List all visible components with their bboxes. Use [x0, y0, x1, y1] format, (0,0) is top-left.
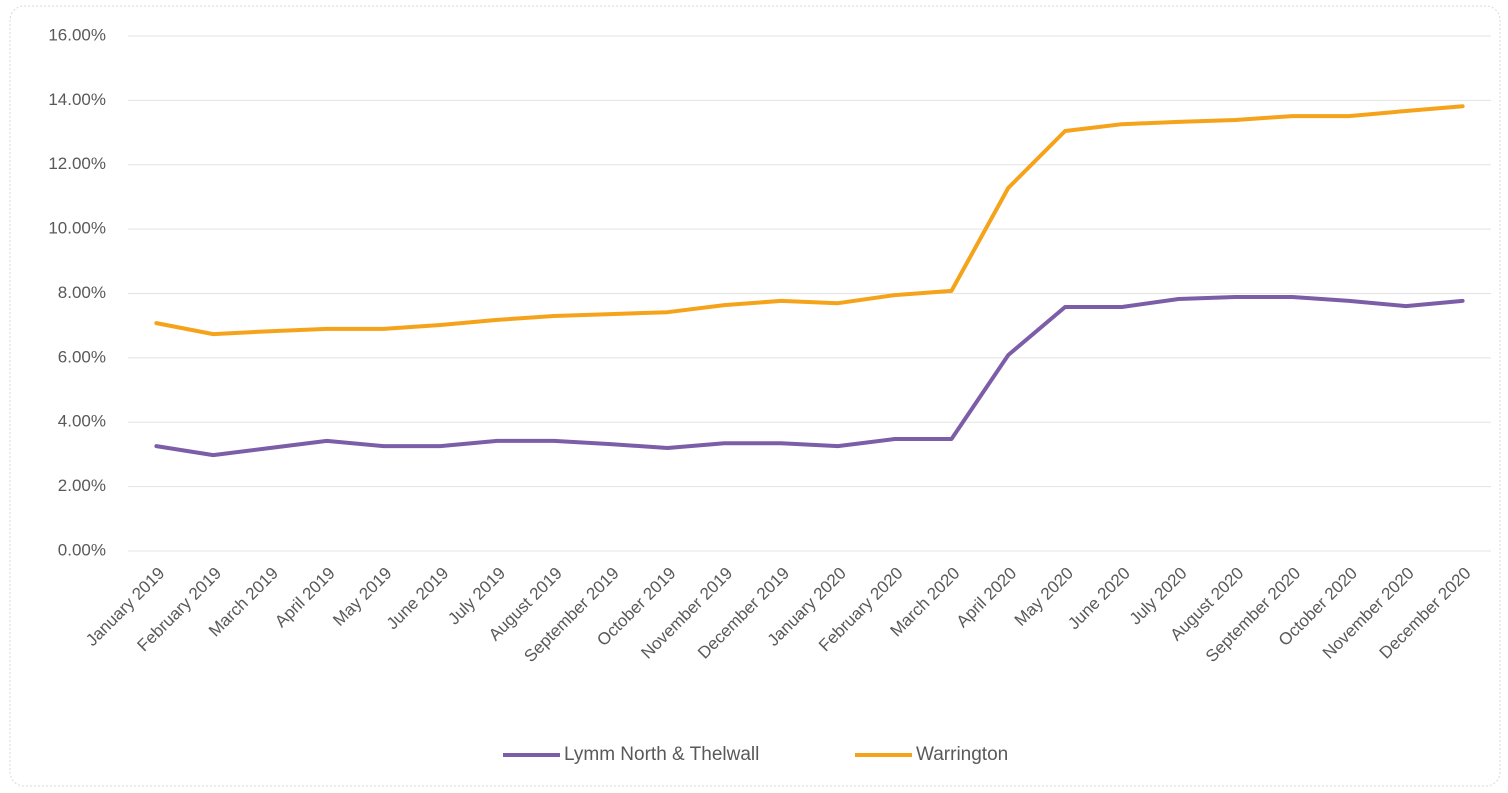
y-tick-label: 6.00%	[58, 347, 106, 366]
legend-label: Warrington	[916, 744, 1008, 765]
chart-frame	[9, 5, 1501, 787]
y-tick-label: 12.00%	[48, 154, 106, 173]
y-tick-label: 2.00%	[58, 476, 106, 495]
legend-label: Lymm North & Thelwall	[564, 744, 759, 765]
series-line	[154, 104, 1465, 337]
y-tick-label: 0.00%	[58, 540, 106, 559]
y-tick-label: 4.00%	[58, 412, 106, 431]
series-line	[154, 295, 1465, 458]
y-tick-label: 10.00%	[48, 219, 106, 238]
y-tick-label: 14.00%	[48, 90, 106, 109]
y-tick-label: 8.00%	[58, 283, 106, 302]
y-tick-label: 16.00%	[48, 25, 106, 44]
